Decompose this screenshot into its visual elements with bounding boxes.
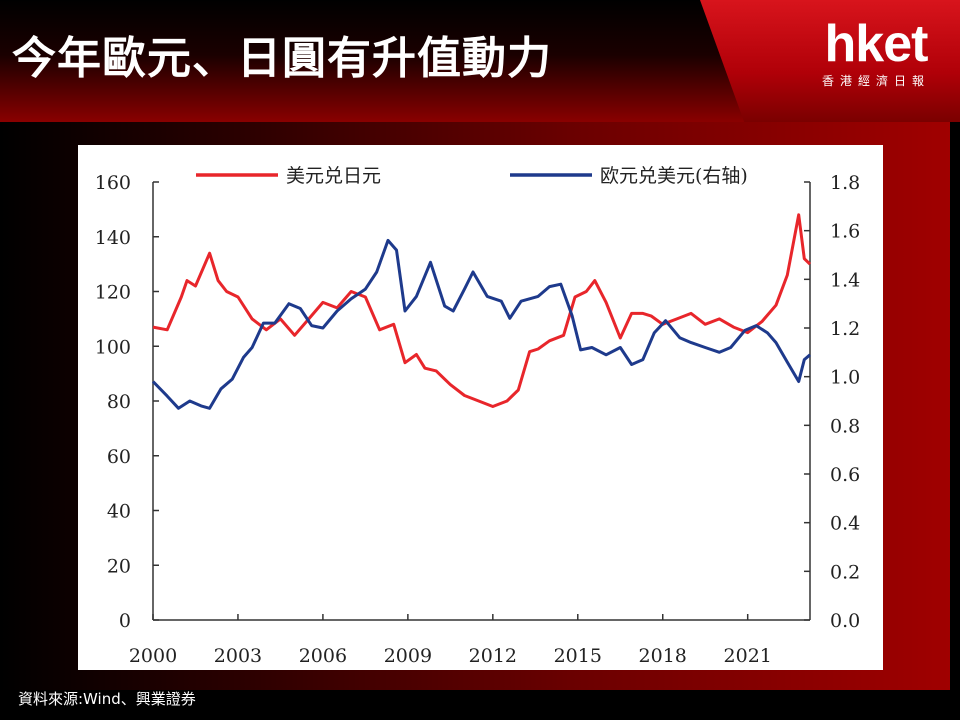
- hket-logo: hket 香港經濟日報: [822, 18, 930, 89]
- x-tick-label: 2012: [469, 645, 517, 667]
- x-tick-label: 2015: [554, 645, 602, 667]
- logo-brand: hket: [824, 15, 929, 73]
- y2-tick-label: 0.8: [830, 415, 860, 437]
- y-tick-label: 80: [107, 391, 131, 413]
- y-tick-label: 0: [119, 610, 131, 632]
- y2-tick-label: 1.2: [830, 318, 860, 340]
- page-title: 今年歐元、日圓有升值動力: [12, 33, 552, 84]
- eurusd-line: [151, 238, 811, 410]
- y2-tick-label: 1.0: [830, 367, 860, 389]
- y2-tick-label: 1.4: [830, 269, 860, 291]
- y2-tick-label: 1.8: [830, 172, 860, 194]
- y-tick-label: 60: [107, 446, 131, 468]
- y-tick-label: 20: [107, 555, 131, 577]
- chart-panel: 160 140 120 100 80 60 40 20 0 1.8 1.6 1.4 1.2 1.0 0.8 0…: [78, 145, 883, 670]
- y2-tick-label: 1.6: [830, 221, 860, 243]
- x-tick-label: 2021: [724, 645, 772, 667]
- usdjpy-line: [152, 213, 812, 408]
- x-tick-label: 2000: [129, 645, 177, 667]
- x-tick-label: 2006: [299, 645, 347, 667]
- legend-label-usdjpy: 美元兑日元: [286, 165, 381, 187]
- x-tick-label: 2009: [384, 645, 432, 667]
- line-chart: 160 140 120 100 80 60 40 20 0 1.8 1.6 1.4 1.2 1.0 0.8 0…: [95, 165, 860, 667]
- source-note: 資料來源:Wind、興業證券: [18, 690, 196, 708]
- y-tick-label: 160: [95, 172, 131, 194]
- y2-tick-label: 0.0: [830, 610, 860, 632]
- y2-tick-label: 0.4: [830, 513, 860, 535]
- y2-tick-label: 0.2: [830, 561, 860, 583]
- y-tick-label: 120: [95, 282, 131, 304]
- logo-subtitle: 香港經濟日報: [821, 74, 930, 88]
- y2-tick-label: 0.6: [830, 464, 860, 486]
- chart-axes: 160 140 120 100 80 60 40 20 0 1.8 1.6 1.4 1.2 1.0 0.8 0…: [95, 172, 860, 667]
- y-tick-label: 100: [95, 336, 131, 358]
- x-tick-label: 2018: [639, 645, 687, 667]
- y-tick-label: 40: [107, 501, 131, 523]
- chart-legend: 美元兑日元 欧元兑美元(右轴): [196, 165, 748, 187]
- header-logo-panel: [700, 0, 960, 122]
- chart-series: [151, 213, 812, 410]
- legend-label-eurusd: 欧元兑美元(右轴): [600, 165, 748, 187]
- x-tick-label: 2003: [214, 645, 262, 667]
- y-tick-label: 140: [95, 227, 131, 249]
